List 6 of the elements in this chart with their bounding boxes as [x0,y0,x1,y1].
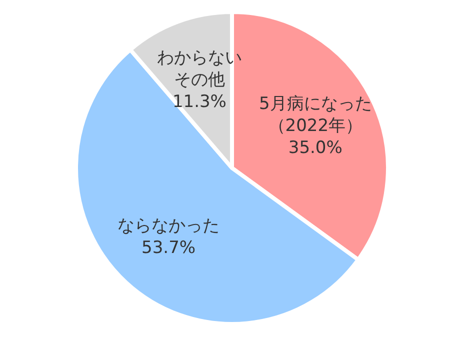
slice-label: 5月病になった（2022年） [258,92,373,136]
data-label: 35.0% [287,136,344,158]
slice-label: わからないその他 [156,47,243,92]
slice-label: ならなかった [116,214,221,237]
data-label: 11.3% [171,91,228,114]
data-label: 53.7% [140,236,197,259]
